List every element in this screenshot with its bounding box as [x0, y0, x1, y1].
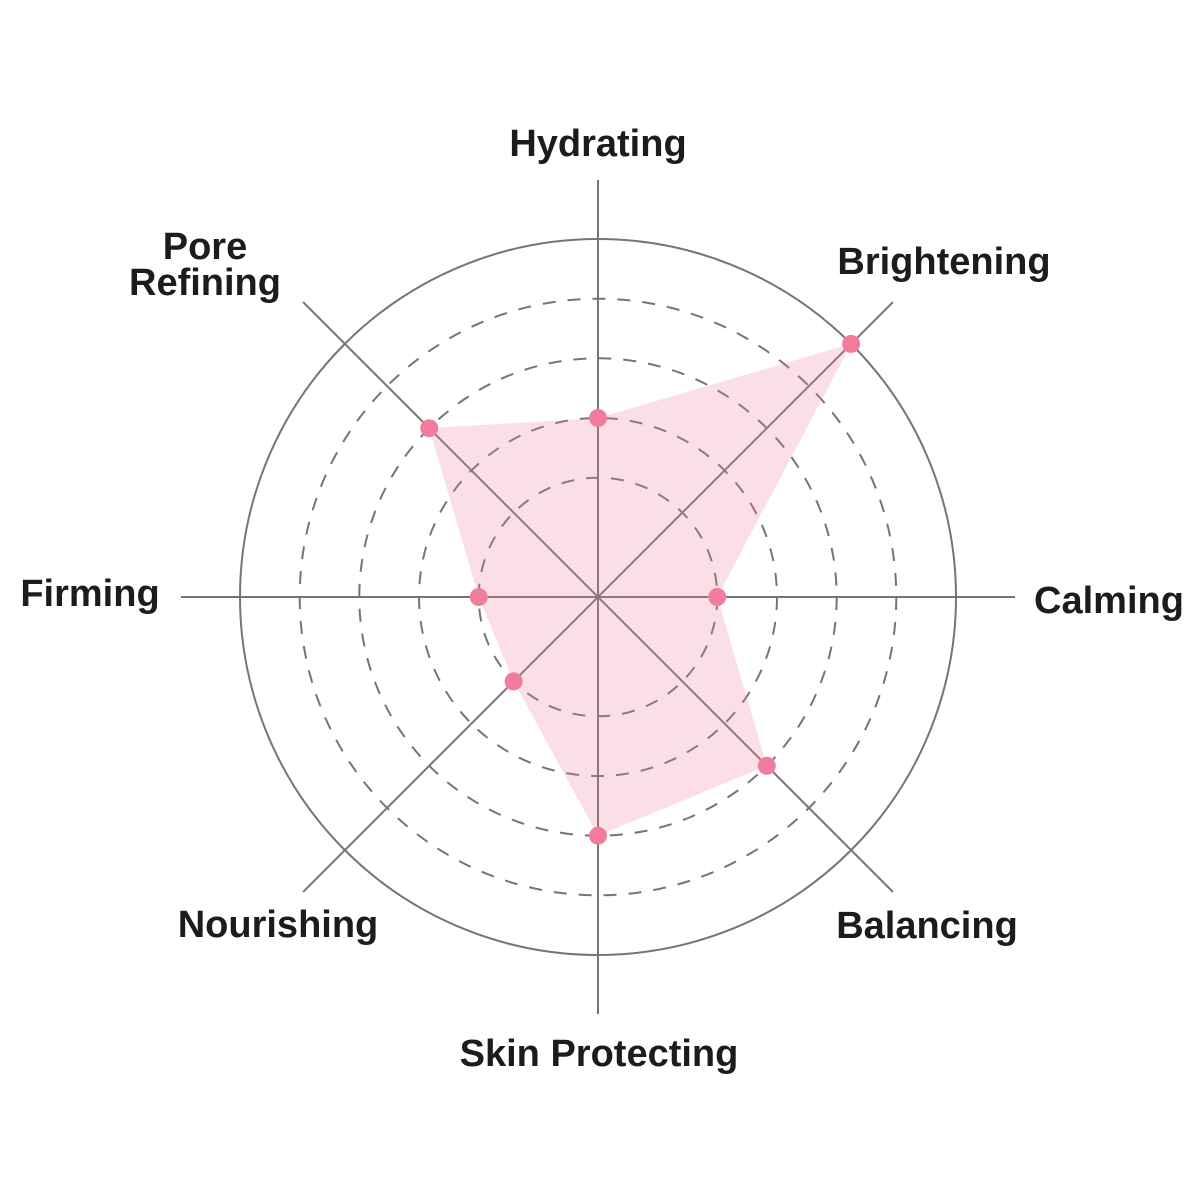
- data-point-calming: [708, 588, 727, 606]
- data-point-pore-refining: [420, 419, 439, 438]
- axis-label-skin-protecting: Skin Protecting: [460, 1033, 739, 1075]
- axis-line: [302, 301, 894, 893]
- data-point-hydrating: [589, 409, 607, 427]
- data-point-skin-protecting: [589, 826, 607, 845]
- axis-label-calming: Calming: [1034, 580, 1184, 622]
- axis-label-balancing: Balancing: [836, 905, 1018, 947]
- axis-label-firming: Firming: [20, 573, 159, 615]
- axis-label-pore-refining: Pore Refining: [129, 226, 281, 304]
- axis-label-brightening: Brightening: [837, 241, 1050, 283]
- axis-label-nourishing: Nourishing: [178, 904, 379, 946]
- data-polygon: [429, 343, 852, 836]
- data-point-nourishing: [504, 672, 523, 691]
- axis-label-hydrating: Hydrating: [509, 123, 686, 165]
- data-point-firming: [469, 588, 488, 606]
- data-point-brightening: [842, 334, 861, 353]
- axis-label-line: Refining: [129, 262, 281, 304]
- data-point-balancing: [757, 756, 776, 775]
- axis-label-line: Pore: [163, 226, 247, 268]
